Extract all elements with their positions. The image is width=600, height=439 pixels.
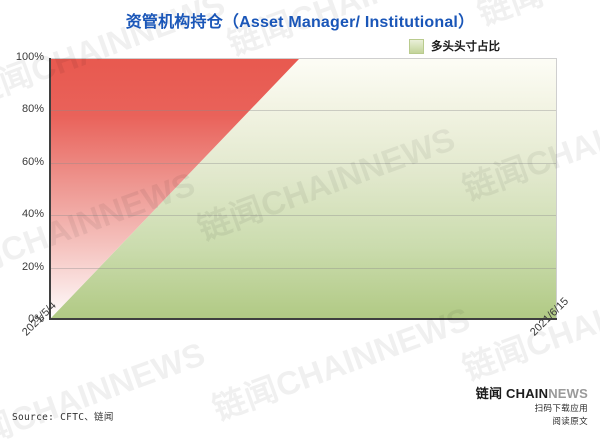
y-tick-label: 100% (15, 51, 44, 63)
area-chart-svg (49, 58, 557, 320)
chart-legend: 多头头寸占比 (409, 38, 500, 54)
y-tick-label: 40% (21, 208, 44, 221)
legend-swatch-long (409, 38, 424, 54)
y-tick-label: 80% (21, 103, 44, 116)
brand-tagline-readmore[interactable]: 阅读原文 (552, 416, 588, 426)
plot-right-border (556, 58, 557, 320)
brand-name-en-dark: CHAIN (506, 386, 549, 401)
legend-label-long: 多头头寸占比 (431, 41, 500, 53)
area-short-positions (49, 58, 300, 320)
brand-block: 链闻 CHAINNEWS 扫码下载应用 阅读原文 (476, 386, 588, 428)
brand-name-cn: 链闻 (475, 386, 503, 401)
plot-area (49, 58, 557, 320)
brand-name-en-gray: NEWS (548, 386, 588, 401)
brand-tagline-download: 扫码下载应用 (534, 403, 588, 414)
y-tick-label: 60% (21, 155, 44, 168)
y-tick-label: 20% (21, 260, 44, 273)
brand-name: 链闻 CHAINNEWS (476, 386, 588, 402)
source-note: Source: CFTC、链闻 (12, 412, 114, 423)
chart-title: 资管机构持仓（Asset Manager/ Institutional） (125, 14, 475, 31)
plot-top-border (49, 58, 557, 59)
area-long-positions (49, 58, 557, 320)
